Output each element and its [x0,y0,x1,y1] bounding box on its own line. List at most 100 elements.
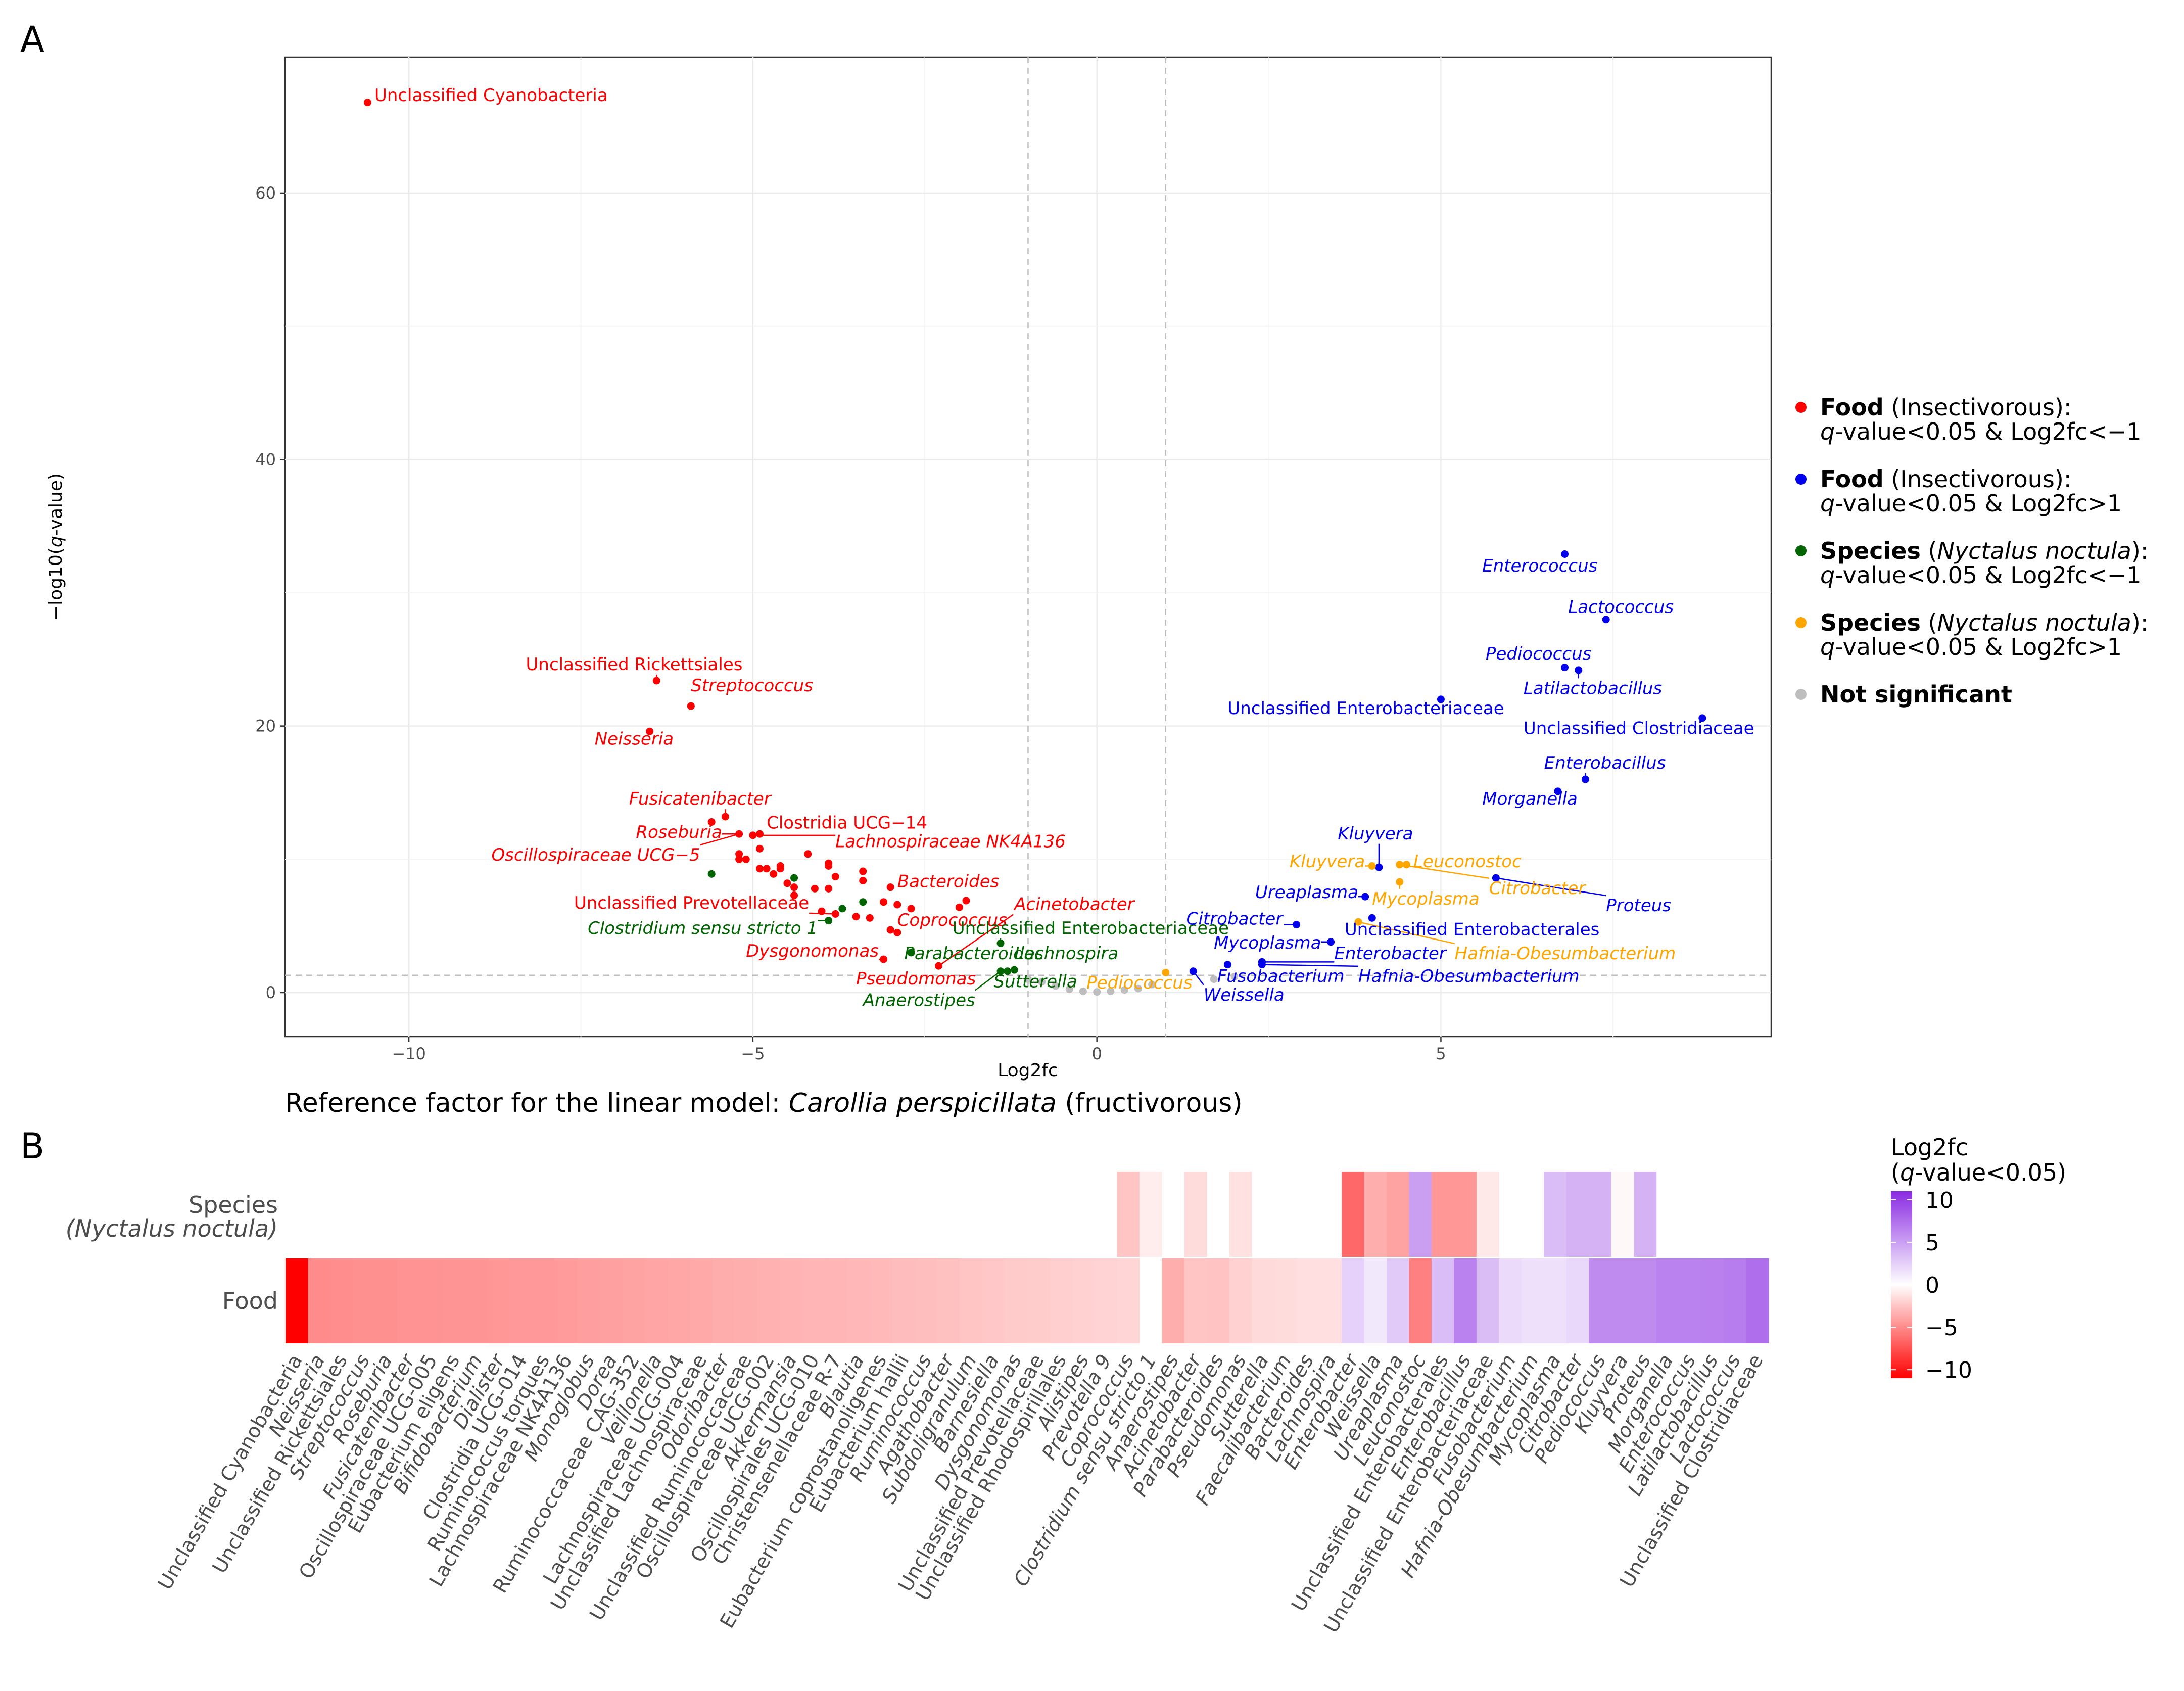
heatmap-cell-food [1476,1258,1499,1343]
label-leader-line [1262,964,1359,967]
legend-label-line1: Species (Nyctalus noctula): [1820,609,2148,636]
data-point-ns [1024,975,1032,983]
heatmap-cell-food [375,1258,398,1343]
legend-q: q [1820,633,1835,661]
point-label: Streptococcus [691,676,813,696]
colorbar-title-rest: -value<0.05) [1915,1159,2066,1186]
legend-label-italic: Nyctalus noctula [1937,537,2131,565]
point-label: Unclassified Enterobacterales [1345,920,1600,940]
point-label: Enterobacillus [1544,753,1666,773]
point-label: Unclassified Enterobacteriaceae [1227,698,1504,719]
point-label: Mycoplasma [1214,933,1321,953]
data-point-food_pos [1602,616,1610,624]
data-point-food_pos [1437,695,1445,703]
heatmap-cell-food [1724,1258,1747,1343]
heatmap: Species (Nyctalus noctula) Food Unclassi… [66,1134,2066,1637]
data-point-food_neg [880,955,888,963]
point-label: Ureaplasma [1255,882,1358,903]
data-point-food_pos [1368,914,1376,922]
label-leader-line [938,914,1014,967]
data-point-food_neg [825,884,833,893]
x-tick-label: −5 [741,1044,765,1063]
legend-label-line2: q-value<0.05 & Log2fc>1 [1820,490,2122,517]
point-label: Lachnospiraceae NK4A136 [835,832,1066,852]
heatmap-cell-species [1184,1172,1207,1257]
colorbar-tick-label: −5 [1925,1315,1958,1341]
colorbar-tick-label: 0 [1925,1273,1939,1298]
point-label: Kluyvera [1338,824,1413,844]
legend-label-text: ( [1921,537,1937,565]
y-label-minus: −log10( [45,547,66,621]
data-point-ns [1148,980,1156,989]
data-point-species_pos [1402,861,1410,869]
point-label: Fusicatenibacter [629,789,772,809]
data-point-food_neg [721,813,729,821]
heatmap-cell-food [825,1258,848,1343]
heatmap-cell-food [488,1258,511,1343]
data-point-food_neg [755,830,764,838]
data-points [363,99,1706,996]
axis-ticks: −10 −5 0 5 0 20 40 60 [255,183,1446,1063]
data-point-food_neg [893,928,901,936]
data-point-food_pos [1361,893,1369,901]
scatter-legend: Food (Insectivorous):q-value<0.05 & Log2… [1795,394,2148,708]
heatmap-cell-food [510,1258,533,1343]
y-tick-label: 20 [255,717,276,736]
legend-label-line2: q-value<0.05 & Log2fc>1 [1820,633,2122,661]
legend-label-line1: Food (Insectivorous): [1820,394,2071,421]
data-point-species_neg [907,949,915,957]
heatmap-cell-food [1589,1258,1612,1343]
data-point-food_neg [886,926,894,934]
data-point-food_neg [755,865,764,873]
heatmap-cell-species [1117,1172,1140,1257]
row-label-species: Species [188,1191,278,1218]
heatmap-cell-species [1634,1172,1657,1257]
heatmap-cell-food [1049,1258,1073,1343]
data-point-food_neg [770,870,778,878]
legend-label-text: (Insectivorous): [1884,465,2072,493]
data-point-food_neg [859,877,867,885]
data-point-species_neg [707,870,716,878]
point-label: Lachnospira [1014,944,1118,964]
data-point-food_pos [1554,787,1562,795]
data-point-food_pos [1575,666,1583,674]
heatmap-cell-food [982,1258,1005,1343]
x-tick-label: 5 [1436,1044,1446,1063]
colorbar-tick-label: 10 [1925,1188,1954,1213]
data-point-food_neg [749,831,757,839]
data-point-food_neg [755,844,764,853]
reference-title-italic: Carollia perspicillata [789,1088,1057,1118]
reference-title-suffix: (fructivorous) [1057,1088,1243,1118]
data-point-food_neg [363,99,371,107]
heatmap-cell-food [1364,1258,1387,1343]
heatmap-cell-food [286,1258,309,1343]
legend-q: q [1820,418,1835,445]
x-tick-label: −10 [392,1044,426,1063]
heatmap-cell-food [1027,1258,1050,1343]
heatmap-cell-food [1184,1258,1207,1343]
point-label: Unclassified Cyanobacteria [374,85,608,106]
data-point-species_neg [838,905,846,913]
legend-label-bold: Species [1820,609,1921,636]
heatmap-cell-food [1701,1258,1724,1343]
heatmap-cells [286,1172,1769,1343]
data-point-food_neg [742,855,750,863]
data-point-species_neg [996,939,1005,947]
legend-label-bold: Food [1820,394,1884,421]
label-leader-line [1358,921,1455,945]
point-label: Hafnia-Obesumbacterium [1455,944,1676,964]
data-point-food_neg [735,850,743,858]
heatmap-cell-food [1117,1258,1140,1343]
data-point-species_neg [1004,967,1012,975]
legend-key-species_neg [1795,545,1807,556]
heatmap-cell-food [1207,1258,1230,1343]
data-point-food_neg [818,907,826,915]
data-point-ns [1052,982,1060,990]
point-label: Sutterella [993,971,1077,992]
data-point-species_pos [1368,862,1376,870]
heatmap-cell-food [915,1258,938,1343]
data-point-species_neg [790,874,798,882]
heatmap-cell-food [1387,1258,1410,1343]
point-label: Bacteroides [897,872,1000,892]
heatmap-cell-food [690,1258,713,1343]
